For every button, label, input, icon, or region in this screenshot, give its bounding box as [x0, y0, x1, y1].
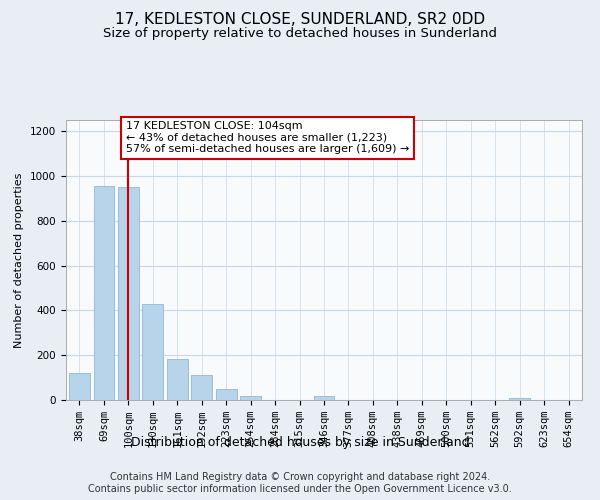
Bar — [118, 187, 139, 400]
Bar — [314, 396, 334, 400]
Bar — [167, 358, 188, 400]
Bar — [509, 398, 530, 400]
Bar — [69, 373, 90, 400]
Bar — [142, 304, 163, 400]
Bar — [240, 396, 261, 400]
Bar — [216, 390, 236, 400]
Text: Contains public sector information licensed under the Open Government Licence v3: Contains public sector information licen… — [88, 484, 512, 494]
Text: Contains HM Land Registry data © Crown copyright and database right 2024.: Contains HM Land Registry data © Crown c… — [110, 472, 490, 482]
Text: Distribution of detached houses by size in Sunderland: Distribution of detached houses by size … — [131, 436, 469, 449]
Bar — [94, 186, 114, 400]
Text: 17 KEDLESTON CLOSE: 104sqm
← 43% of detached houses are smaller (1,223)
57% of s: 17 KEDLESTON CLOSE: 104sqm ← 43% of deta… — [126, 121, 409, 154]
Y-axis label: Number of detached properties: Number of detached properties — [14, 172, 25, 348]
Text: Size of property relative to detached houses in Sunderland: Size of property relative to detached ho… — [103, 28, 497, 40]
Bar — [191, 374, 212, 400]
Text: 17, KEDLESTON CLOSE, SUNDERLAND, SR2 0DD: 17, KEDLESTON CLOSE, SUNDERLAND, SR2 0DD — [115, 12, 485, 28]
